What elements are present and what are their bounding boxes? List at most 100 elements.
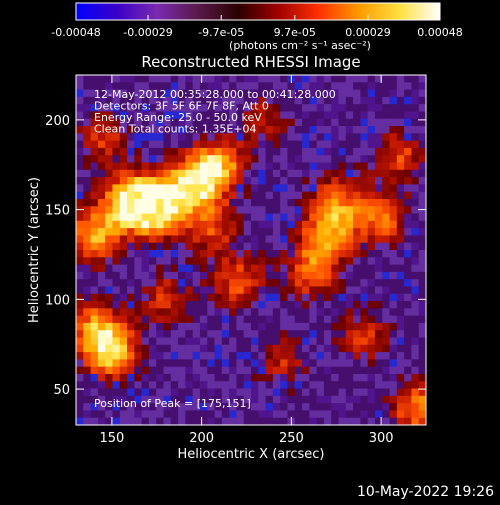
heatmap-cell <box>287 228 296 236</box>
heatmap-cell <box>309 104 318 112</box>
heatmap-cell <box>76 293 84 302</box>
heatmap-cell <box>214 126 223 134</box>
heatmap-cell <box>76 177 84 185</box>
heatmap-cell <box>367 264 376 273</box>
heatmap-cell <box>251 301 259 309</box>
heatmap-cell <box>112 330 121 338</box>
heatmap-cell <box>331 293 339 302</box>
heatmap-cell <box>141 381 150 389</box>
heatmap-cell <box>105 344 113 353</box>
heatmap-cell <box>178 118 186 127</box>
heatmap-cell <box>353 111 361 120</box>
heatmap-cell <box>170 352 179 360</box>
heatmap-cell <box>353 133 361 142</box>
heatmap-cell <box>221 162 230 171</box>
heatmap-cell <box>229 410 237 419</box>
heatmap-cell <box>243 271 252 280</box>
heatmap-cell <box>170 191 179 200</box>
heatmap-cell <box>97 315 106 324</box>
heatmap-cell <box>83 257 91 265</box>
heatmap-cell <box>119 147 128 156</box>
heatmap-cell <box>309 366 318 375</box>
heatmap-cell <box>134 111 143 120</box>
heatmap-cell <box>411 264 420 273</box>
heatmap-cell <box>127 126 135 134</box>
heatmap-cell <box>251 169 259 178</box>
heatmap-cell <box>418 264 426 273</box>
heatmap-cell <box>156 242 164 251</box>
heatmap-cell <box>316 293 325 302</box>
heatmap-cell <box>148 220 157 229</box>
heatmap-cell <box>148 293 157 302</box>
heatmap-cell <box>316 271 325 280</box>
heatmap-cell <box>134 104 143 112</box>
heatmap-cell <box>127 235 135 244</box>
heatmap-cell <box>280 220 288 229</box>
heatmap-cell <box>185 75 194 83</box>
heatmap-cell <box>331 373 339 382</box>
heatmap-cell <box>331 308 339 317</box>
heatmap-cell <box>294 111 303 120</box>
heatmap-cell <box>236 388 245 397</box>
heatmap-cell <box>374 381 383 389</box>
heatmap-cell <box>105 301 113 309</box>
heatmap-cell <box>178 395 186 404</box>
heatmap-cell <box>83 330 91 338</box>
heatmap-cell <box>178 337 186 346</box>
heatmap-cell <box>97 147 106 156</box>
heatmap-cell <box>374 126 383 134</box>
heatmap-cell <box>316 352 325 360</box>
heatmap-cell <box>411 82 420 90</box>
heatmap-cell <box>207 381 215 389</box>
heatmap-cell <box>251 118 259 127</box>
heatmap-cell <box>302 213 310 222</box>
heatmap-cell <box>90 264 99 273</box>
heatmap-cell <box>258 286 266 295</box>
heatmap-cell <box>178 82 186 90</box>
heatmap-cell <box>207 293 215 302</box>
heatmap-cell <box>418 344 426 353</box>
heatmap-cell <box>367 235 376 244</box>
heatmap-cell <box>163 235 172 244</box>
heatmap-cell <box>141 264 150 273</box>
heatmap-cell <box>156 75 164 83</box>
heatmap-cell <box>112 220 121 229</box>
heatmap-cell <box>83 133 91 142</box>
heatmap-cell <box>360 82 369 90</box>
heatmap-cell <box>134 162 143 171</box>
heatmap-cell <box>418 286 426 295</box>
heatmap-cell <box>134 191 143 200</box>
heatmap-cell <box>105 322 113 331</box>
heatmap-cell <box>294 352 303 360</box>
heatmap-cell <box>389 96 398 105</box>
heatmap-cell <box>345 228 354 236</box>
heatmap-cell <box>178 366 186 375</box>
heatmap-cell <box>134 257 143 265</box>
heatmap-cell <box>192 286 201 295</box>
heatmap-cell <box>374 169 383 178</box>
heatmap-cell <box>382 271 390 280</box>
heatmap-cell <box>367 344 376 353</box>
heatmap-cell <box>418 198 426 207</box>
heatmap-cell <box>127 220 135 229</box>
heatmap-cell <box>367 315 376 324</box>
heatmap-cell <box>127 177 135 185</box>
heatmap-cell <box>199 242 208 251</box>
heatmap-cell <box>170 140 179 149</box>
heatmap-cell <box>309 198 318 207</box>
heatmap-cell <box>207 352 215 360</box>
heatmap-cell <box>221 213 230 222</box>
heatmap-cell <box>236 366 245 375</box>
heatmap-cell <box>396 126 405 134</box>
heatmap-cell <box>396 118 405 127</box>
heatmap-cell <box>119 293 128 302</box>
heatmap-cell <box>76 315 84 324</box>
heatmap-cell <box>97 403 106 411</box>
heatmap-cell <box>316 82 325 90</box>
heatmap-cell <box>280 155 288 163</box>
heatmap-cell <box>374 82 383 90</box>
heatmap-cell <box>127 75 135 83</box>
heatmap-cell <box>76 155 84 163</box>
heatmap-cell <box>367 286 376 295</box>
